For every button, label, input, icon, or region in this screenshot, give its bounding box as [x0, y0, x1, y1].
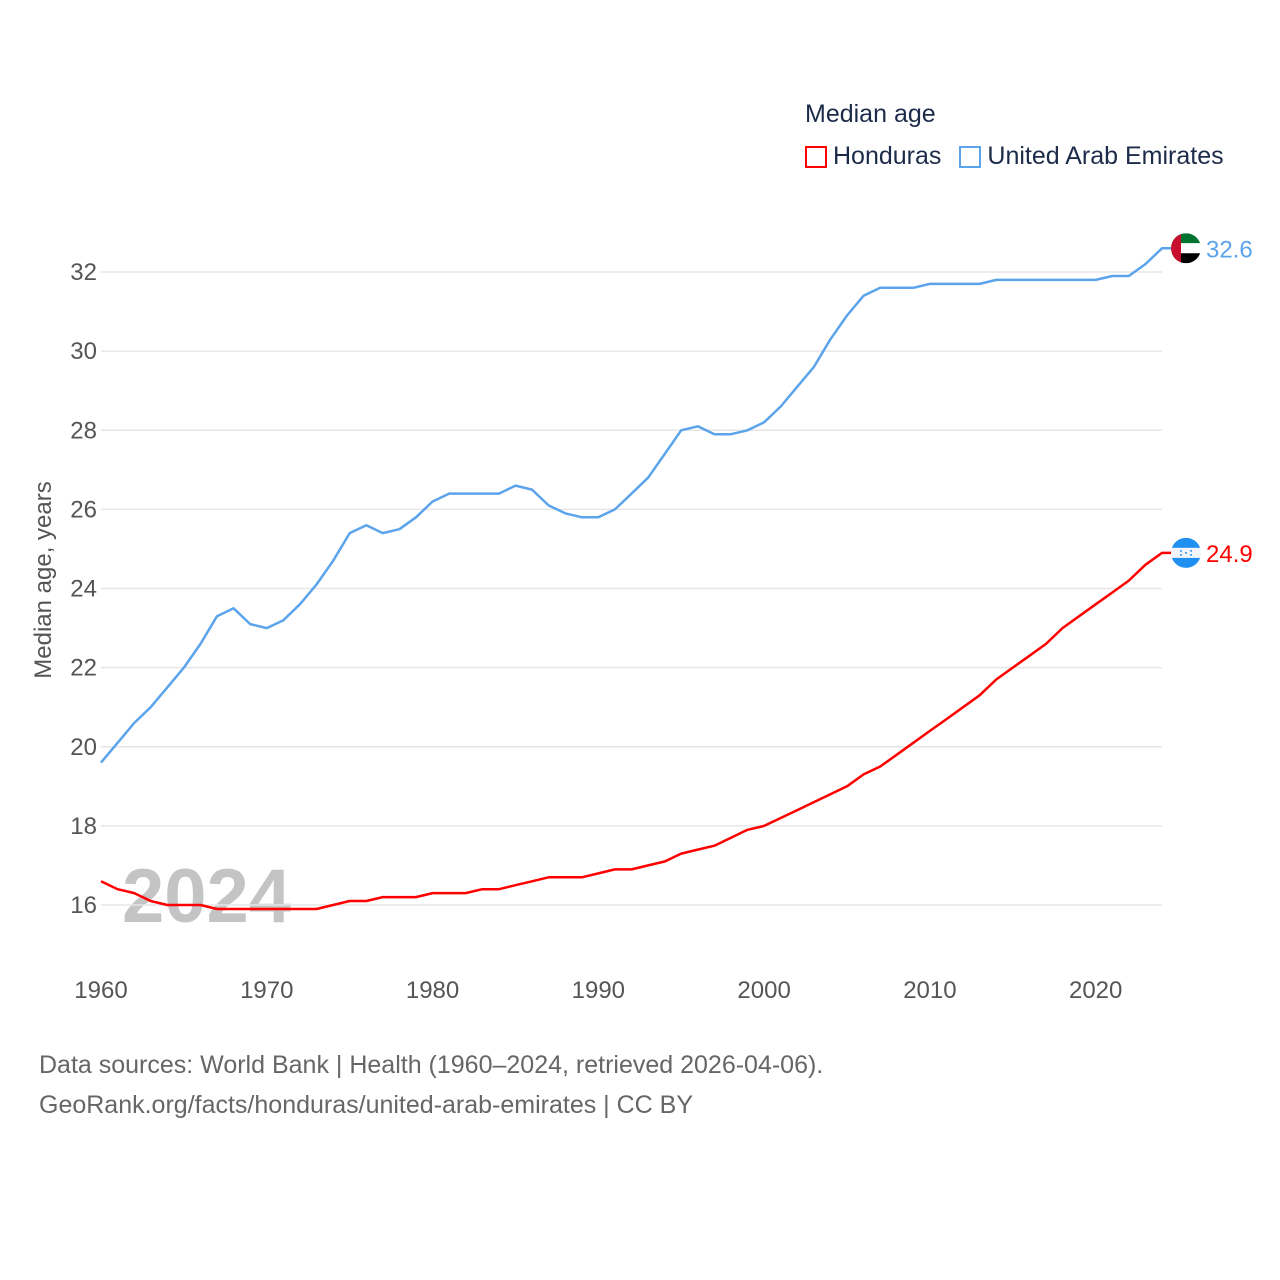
x-tick-label: 1960: [74, 977, 127, 1004]
y-tick-label: 20: [70, 734, 97, 761]
series-line-uae: [100, 247, 1172, 764]
year-watermark: 2024: [122, 854, 291, 939]
legend-label-uae: United Arab Emirates: [987, 142, 1224, 170]
legend-item-honduras[interactable]: Honduras: [805, 142, 941, 171]
honduras-flag-icon: [1171, 537, 1201, 568]
x-tick-label: 1980: [406, 977, 459, 1004]
y-tick-label: 28: [70, 417, 97, 444]
source-line-2[interactable]: GeoRank.org/facts/honduras/united-arab-e…: [39, 1091, 694, 1119]
y-tick-label: 26: [70, 496, 97, 523]
legend-swatch-honduras: [805, 145, 827, 168]
y-tick-label: 32: [70, 259, 97, 286]
x-tick-label: 2020: [1069, 977, 1122, 1004]
y-tick-label: 30: [70, 338, 97, 365]
x-tick-label: 2000: [737, 977, 790, 1004]
x-tick-label: 1990: [572, 977, 625, 1004]
y-tick-label: 18: [70, 813, 97, 840]
legend-swatch-uae: [959, 145, 982, 168]
legend-item-uae[interactable]: United Arab Emirates: [959, 142, 1224, 171]
x-tick-label: 1970: [240, 977, 293, 1004]
y-axis-label: Median age, years: [30, 481, 57, 678]
legend-title: Median age: [805, 100, 936, 128]
uae-flag-icon: [1171, 233, 1201, 264]
legend: Honduras United Arab Emirates: [805, 142, 1224, 171]
y-tick-label: 22: [70, 655, 97, 682]
series-line-honduras: [100, 551, 1172, 911]
x-tick-label: 2010: [903, 977, 956, 1004]
end-label-honduras: 24.9: [1206, 541, 1253, 568]
source-note: Data sources: World Bank | Health (1960–…: [39, 1045, 823, 1125]
y-tick-label: 24: [70, 576, 97, 603]
y-tick-label: 16: [70, 892, 97, 919]
source-line-1: Data sources: World Bank | Health (1960–…: [39, 1051, 824, 1079]
legend-label-honduras: Honduras: [833, 142, 942, 170]
end-label-uae: 32.6: [1206, 236, 1253, 263]
